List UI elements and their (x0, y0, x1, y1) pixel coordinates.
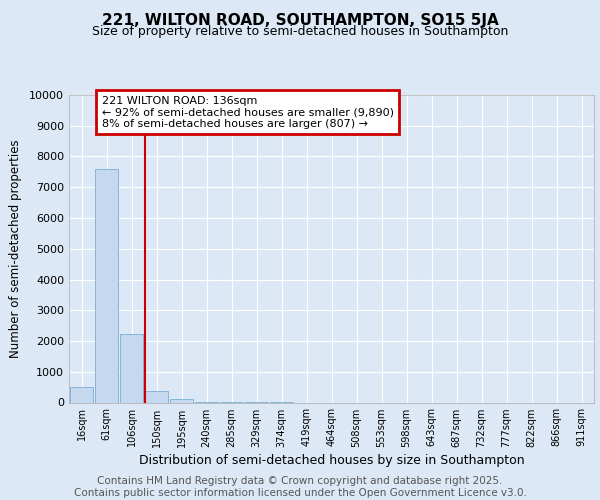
Bar (95, 170, 118, 402)
Bar (170, 400, 193, 402)
Text: Size of property relative to semi-detached houses in Southampton: Size of property relative to semi-detach… (92, 25, 508, 38)
Bar (145, 391, 168, 402)
Text: 221, WILTON ROAD, SOUTHAMPTON, SO15 5JA: 221, WILTON ROAD, SOUTHAMPTON, SO15 5JA (101, 12, 499, 28)
Y-axis label: Number of semi-detached properties: Number of semi-detached properties (9, 140, 22, 358)
Bar (120, 334, 143, 402)
Text: Contains HM Land Registry data © Crown copyright and database right 2025.
Contai: Contains HM Land Registry data © Crown c… (74, 476, 526, 498)
Text: 221 WILTON ROAD: 136sqm
← 92% of semi-detached houses are smaller (9,890)
8% of : 221 WILTON ROAD: 136sqm ← 92% of semi-de… (101, 96, 394, 129)
Bar (70, 388, 93, 402)
X-axis label: Distribution of semi-detached houses by size in Southampton: Distribution of semi-detached houses by … (139, 454, 524, 467)
